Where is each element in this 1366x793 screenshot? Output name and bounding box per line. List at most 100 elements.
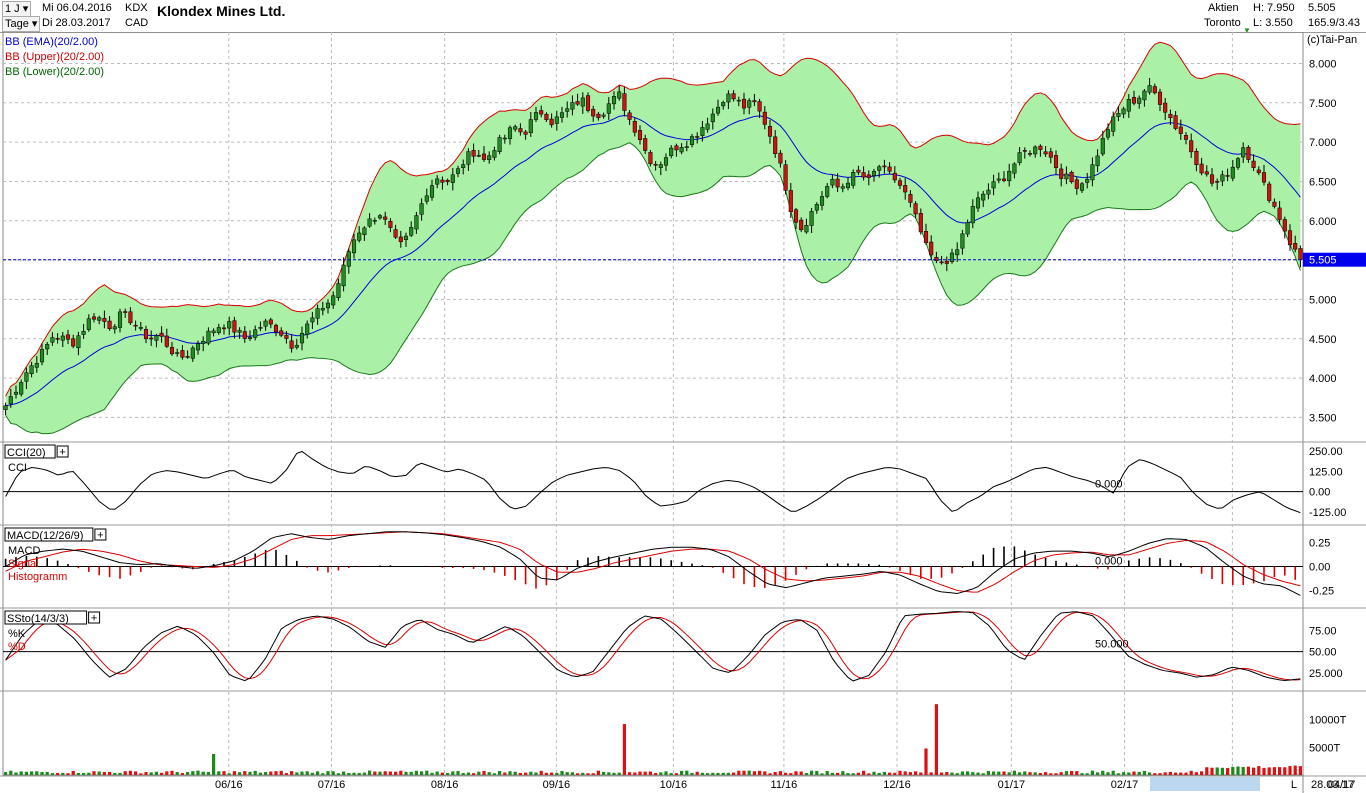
volume-bar <box>1137 771 1141 775</box>
volume-bar <box>108 771 112 775</box>
volume-bar <box>264 772 268 775</box>
volume-bar <box>248 771 252 775</box>
volume-bar <box>1293 765 1297 775</box>
volume-bar <box>1205 767 1209 775</box>
volume-bar <box>425 770 429 775</box>
y-tick-label: 25.000 <box>1309 668 1343 680</box>
candle-body <box>294 344 299 348</box>
volume-bar <box>87 772 91 775</box>
indicator-title: CCI(20) <box>7 447 46 459</box>
volume-bar <box>92 771 96 775</box>
candle-body <box>669 147 674 157</box>
candle-body <box>159 332 164 337</box>
candle-body <box>1277 207 1282 220</box>
volume-bar <box>846 773 850 775</box>
volume-bar <box>305 771 309 775</box>
volume-bar <box>867 773 871 775</box>
chart-area[interactable]: 06/16 07/16 08/16 09/16 10/16 11/16 12/16 01/17… <box>0 32 1366 793</box>
bollinger-band-fill <box>5 42 1301 434</box>
candle-body <box>216 327 221 333</box>
volume-bar <box>638 771 642 775</box>
candle-body <box>320 308 325 311</box>
volume-bars <box>4 704 1302 775</box>
candle-body <box>1163 102 1168 113</box>
candle-body <box>1230 166 1235 179</box>
volume-bar <box>1153 773 1157 775</box>
volume-bar <box>40 772 44 775</box>
candle-body <box>331 295 336 306</box>
candle-body <box>1142 90 1147 101</box>
volume-bar <box>76 772 80 775</box>
volume-bar <box>321 773 325 775</box>
volume-bar <box>893 772 897 775</box>
candle-body <box>601 114 606 117</box>
legend-entry: BB (Upper)(20/2.00) <box>5 51 104 63</box>
candle-body <box>102 318 107 322</box>
volume-bar <box>1007 772 1011 775</box>
volume-bar <box>1122 772 1126 775</box>
volume-bar <box>971 772 975 775</box>
candle-body <box>476 155 481 157</box>
volume-bar <box>134 771 138 775</box>
volume-bar <box>139 773 143 775</box>
volume-bar <box>336 773 340 775</box>
candle-body <box>825 186 830 197</box>
volume-bar <box>1179 772 1183 775</box>
volume-bar <box>160 772 164 775</box>
candle-body <box>866 174 871 178</box>
volume-bar <box>607 772 611 775</box>
volume-bar <box>1049 773 1053 775</box>
volume-bar <box>1002 771 1006 775</box>
candle-body <box>1069 172 1074 183</box>
volume-bar <box>82 773 86 775</box>
last-price-tag <box>1303 252 1366 267</box>
exchange: Toronto <box>1204 17 1241 29</box>
expand-icon: + <box>97 530 103 542</box>
candle-body <box>518 128 523 133</box>
expand-icon-frame <box>94 528 107 541</box>
y-tick-label: 0.25 <box>1309 537 1330 549</box>
volume-bar <box>477 771 481 775</box>
candle-body <box>305 323 310 335</box>
candle-body <box>767 126 773 137</box>
period-select[interactable]: 1 J ▾ <box>2 1 32 17</box>
x-tick-label: 02/17 <box>1111 779 1139 791</box>
volume-bar <box>253 770 257 775</box>
candle-body <box>97 317 102 321</box>
candle-body <box>206 330 211 344</box>
volume-bar <box>628 772 632 775</box>
volume-bar <box>617 772 621 775</box>
candle-body <box>539 110 544 115</box>
volume-bar <box>362 772 366 775</box>
cci-legend: CCI <box>8 462 27 474</box>
volume-bar <box>1059 772 1063 775</box>
candle-body <box>580 97 585 107</box>
y-tick-label: 3.500 <box>1309 412 1337 424</box>
volume-bar <box>1283 767 1287 775</box>
volume-bar <box>71 770 75 775</box>
candle-body <box>133 324 138 327</box>
candle-body <box>440 179 445 183</box>
candle-body <box>1022 150 1027 152</box>
volume-bar <box>565 772 569 775</box>
candle-body <box>1116 113 1121 117</box>
candle-body <box>1256 169 1261 173</box>
volume-bar <box>820 773 824 775</box>
candle-body <box>123 311 128 313</box>
candle-body <box>175 352 180 354</box>
candle-body <box>643 138 648 151</box>
candle-body <box>19 382 24 395</box>
candle-body <box>81 331 86 335</box>
volume-bar <box>1018 772 1022 775</box>
candle-body <box>455 168 461 174</box>
indicator-title-frame <box>4 444 56 459</box>
volume-bar <box>1189 770 1193 775</box>
volume-bar <box>414 770 418 775</box>
volume-bar <box>742 770 746 775</box>
low-value: L: 3.550 <box>1253 17 1293 29</box>
y-tick-label: 8.000 <box>1309 58 1337 70</box>
volume-bar <box>1054 773 1058 775</box>
candle-body <box>1168 113 1173 119</box>
interval-select[interactable]: Tage ▾ <box>2 16 41 32</box>
volume-bar <box>1272 767 1276 775</box>
